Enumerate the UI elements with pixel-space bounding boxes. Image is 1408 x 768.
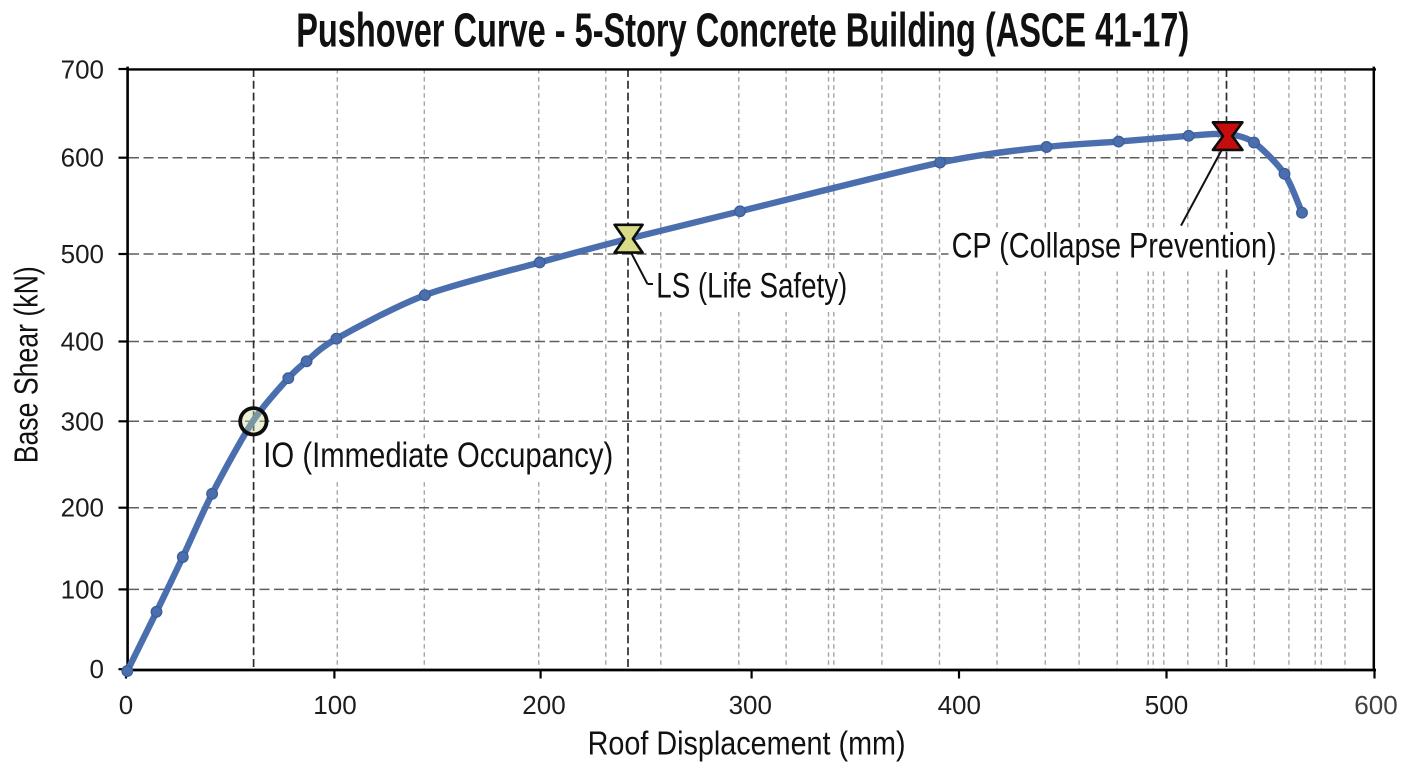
svg-text:0: 0 [90,654,104,684]
svg-text:IO (Immediate Occupancy): IO (Immediate Occupancy) [263,436,613,475]
svg-text:Pushover Curve - 5-Story Concr: Pushover Curve - 5-Story Concrete Buildi… [296,5,1189,58]
svg-text:400: 400 [61,327,104,357]
svg-text:200: 200 [61,493,104,523]
svg-text:400: 400 [938,690,981,720]
svg-text:200: 200 [522,690,565,720]
svg-text:Roof Displacement (mm): Roof Displacement (mm) [588,724,906,761]
svg-text:300: 300 [61,406,104,436]
svg-text:0: 0 [119,690,133,720]
svg-text:100: 100 [313,690,356,720]
svg-text:500: 500 [1145,690,1188,720]
svg-text:600: 600 [61,143,104,173]
svg-text:500: 500 [61,239,104,269]
svg-text:LS (Life Safety): LS (Life Safety) [656,267,847,306]
svg-text:100: 100 [61,574,104,604]
svg-text:Base Shear (kN): Base Shear (kN) [8,266,45,463]
svg-text:600: 600 [1354,690,1397,720]
svg-text:CP (Collapse Prevention): CP (Collapse Prevention) [952,227,1277,266]
svg-text:300: 300 [729,690,772,720]
svg-text:700: 700 [61,54,104,84]
